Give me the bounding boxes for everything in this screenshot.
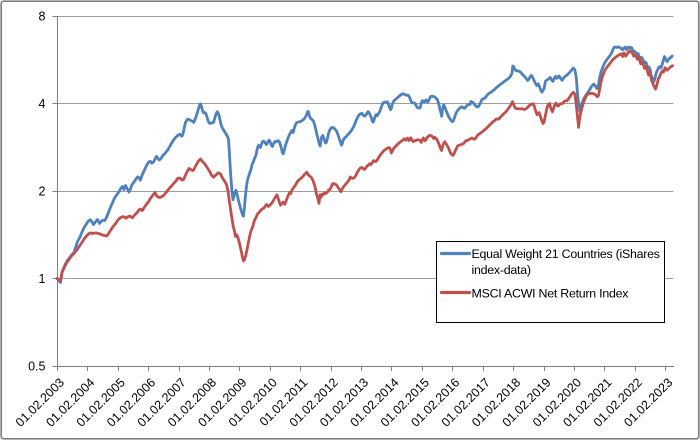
svg-text:MSCI ACWI Net Return Index: MSCI ACWI Net Return Index xyxy=(472,286,630,300)
svg-text:2: 2 xyxy=(39,185,46,199)
svg-text:0.5: 0.5 xyxy=(28,360,45,374)
svg-text:Equal Weight 21 Countries (iSh: Equal Weight 21 Countries (iShares xyxy=(472,247,660,261)
svg-text:4: 4 xyxy=(39,97,46,111)
svg-text:1: 1 xyxy=(39,272,46,286)
svg-text:index-data): index-data) xyxy=(472,263,531,277)
svg-text:8: 8 xyxy=(39,10,46,24)
